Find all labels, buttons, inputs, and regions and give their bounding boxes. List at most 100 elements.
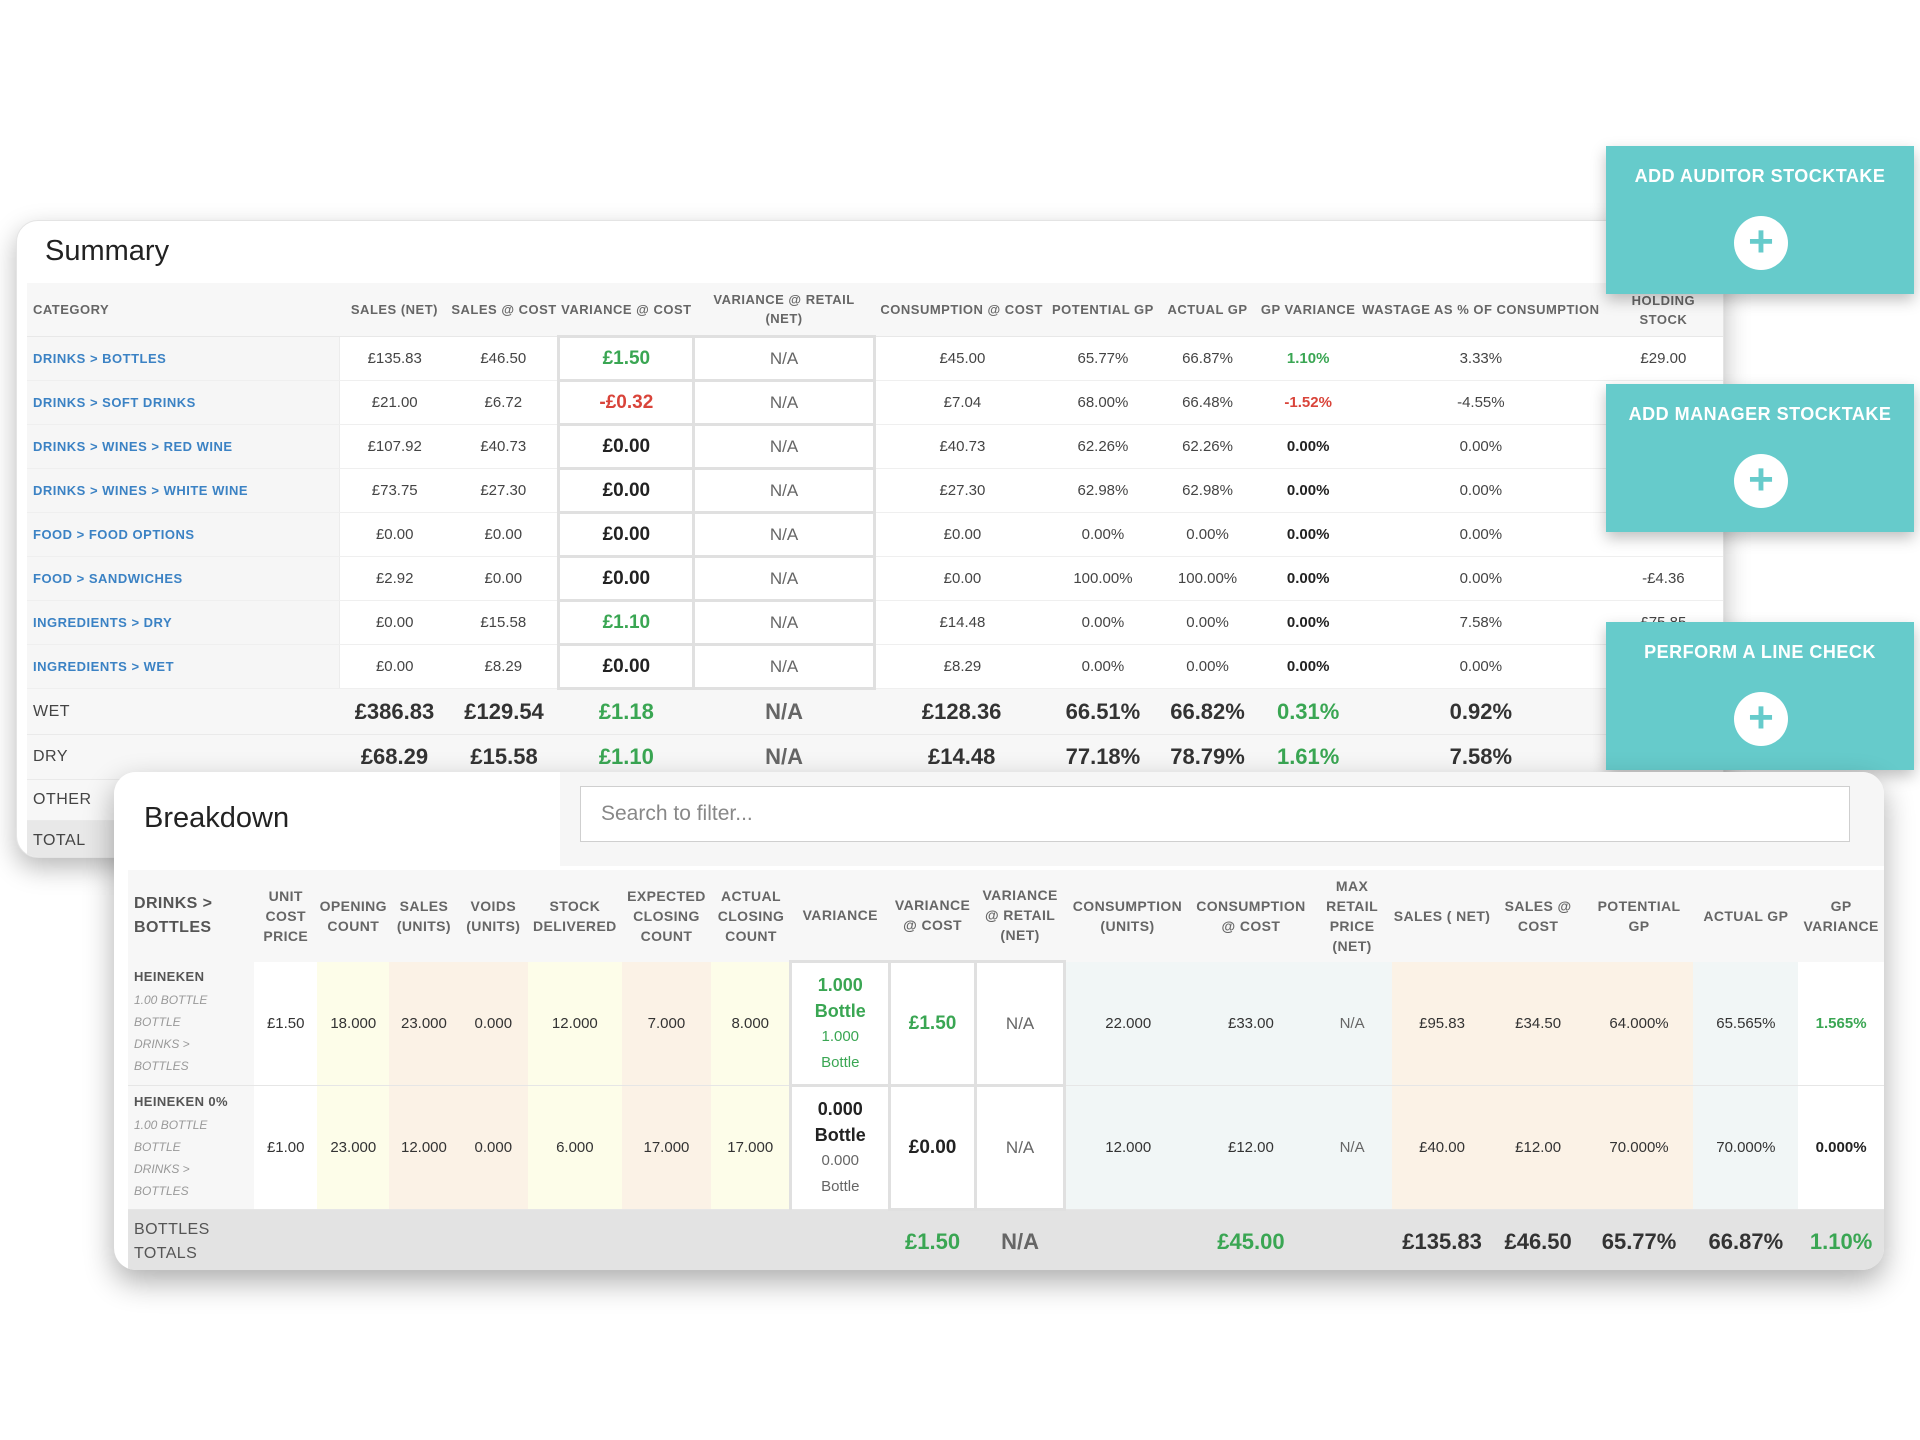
- col-header[interactable]: ACTUAL GP: [1156, 283, 1259, 337]
- variance-sub-unit: Bottle: [821, 1053, 860, 1071]
- category-link[interactable]: FOOD > FOOD OPTIONS: [27, 512, 341, 557]
- expected-closing: 17.000: [621, 1085, 712, 1210]
- actual-gp: 65.565%: [1693, 961, 1799, 1086]
- gp-variance: 0.31%: [1258, 688, 1358, 735]
- opening-count: 18.000: [317, 961, 390, 1086]
- potential-gp: 66.51%: [1049, 688, 1157, 735]
- summary-panel: Summary CATEGORY SALES (NET) SALES @ COS…: [16, 220, 1724, 858]
- wastage: 0.00%: [1357, 556, 1604, 601]
- col-header[interactable]: SALES ( NET): [1392, 870, 1492, 962]
- col-header[interactable]: SALES (NET): [339, 283, 450, 337]
- category-link[interactable]: INGREDIENTS > DRY: [27, 600, 341, 645]
- variance-unit: Bottle: [814, 1125, 866, 1145]
- col-header[interactable]: VOIDS (UNITS): [458, 870, 529, 962]
- col-header[interactable]: VARIANCE @ COST: [889, 870, 976, 962]
- col-header[interactable]: OPENING COUNT: [317, 870, 390, 962]
- product-cell: HEINEKEN 1.00 BOTTLE BOTTLE DRINKS > BOT…: [128, 961, 255, 1086]
- wastage: -4.55%: [1357, 380, 1604, 425]
- gp-variance-total: 1.10%: [1798, 1209, 1884, 1270]
- category-link[interactable]: DRINKS > SOFT DRINKS: [27, 380, 341, 425]
- wastage: 0.92%: [1357, 688, 1604, 735]
- col-header[interactable]: VARIANCE: [790, 870, 890, 962]
- variance-retail: N/A: [692, 423, 876, 470]
- category-link[interactable]: DRINKS > WINES > WHITE WINE: [27, 468, 341, 513]
- add-auditor-stocktake-card[interactable]: ADD AUDITOR STOCKTAKE +: [1606, 146, 1914, 294]
- category-link[interactable]: DRINKS > WINES > RED WINE: [27, 424, 341, 469]
- summary-row: FOOD > FOOD OPTIONS £0.00 £0.00 £0.00 N/…: [27, 511, 1723, 558]
- summary-title: Summary: [45, 235, 170, 267]
- summary-row: INGREDIENTS > WET £0.00 £8.29 £0.00 N/A …: [27, 643, 1723, 690]
- wastage: 0.00%: [1357, 512, 1604, 557]
- category-link[interactable]: INGREDIENTS > WET: [27, 644, 341, 689]
- empty-cell: [790, 1209, 890, 1270]
- col-header[interactable]: WASTAGE AS % OF CONSUMPTION: [1357, 283, 1604, 337]
- potential-gp: 62.26%: [1049, 424, 1157, 469]
- variance-cost: £1.50: [888, 960, 977, 1087]
- variance-cost: £0.00: [557, 555, 696, 602]
- variance-unit: Bottle: [814, 1000, 866, 1021]
- breakdown-table: DRINKS > BOTTLES UNIT COST PRICE OPENING…: [128, 870, 1884, 1270]
- col-header[interactable]: VARIANCE @ COST: [558, 283, 694, 337]
- perform-line-check-card[interactable]: PERFORM A LINE CHECK +: [1606, 622, 1914, 770]
- col-header[interactable]: GP VARIANCE: [1258, 283, 1358, 337]
- product-meta: BOTTLES: [134, 1183, 189, 1198]
- variance-cost: £0.00: [888, 1084, 977, 1211]
- unit-cost: £1.50: [254, 961, 318, 1086]
- potential-gp: 70.000%: [1584, 1085, 1694, 1210]
- col-header[interactable]: SALES @ COST: [1491, 870, 1585, 962]
- plus-icon[interactable]: +: [1734, 216, 1788, 270]
- gp-variance: 0.00%: [1258, 424, 1358, 469]
- col-header[interactable]: CATEGORY: [27, 283, 340, 337]
- col-header[interactable]: MAX RETAIL PRICE (NET): [1311, 870, 1393, 962]
- variance-retail: N/A: [973, 1084, 1067, 1211]
- col-header[interactable]: CONSUMPTION @ COST: [874, 283, 1050, 337]
- variance-cost: £1.10: [557, 599, 696, 646]
- breakdown-header: Breakdown: [114, 772, 554, 866]
- col-header[interactable]: SALES @ COST: [449, 283, 559, 337]
- col-header[interactable]: VARIANCE @ RETAIL (NET): [975, 870, 1065, 962]
- col-header[interactable]: GP VARIANCE: [1798, 870, 1884, 962]
- col-header[interactable]: SALES (UNITS): [389, 870, 459, 962]
- col-header[interactable]: POTENTIAL GP: [1584, 870, 1694, 962]
- category-link[interactable]: FOOD > SANDWICHES: [27, 556, 341, 601]
- search-input[interactable]: [580, 786, 1850, 842]
- card-label: ADD AUDITOR STOCKTAKE: [1634, 166, 1886, 186]
- col-header[interactable]: CONSUMPTION @ COST: [1190, 870, 1312, 962]
- col-header[interactable]: CONSUMPTION (UNITS): [1064, 870, 1191, 962]
- consumption-cost: £12.00: [1190, 1085, 1312, 1210]
- col-header[interactable]: STOCK DELIVERED: [528, 870, 622, 962]
- col-header[interactable]: POTENTIAL GP: [1049, 283, 1157, 337]
- col-header[interactable]: ACTUAL GP: [1693, 870, 1799, 962]
- sales-cost: £0.00: [449, 512, 559, 557]
- consumption-cost: £8.29: [874, 644, 1050, 689]
- gp-variance: -1.52%: [1258, 380, 1358, 425]
- stock-delivered: 12.000: [528, 961, 622, 1086]
- wastage: 0.00%: [1357, 468, 1604, 513]
- plus-icon[interactable]: +: [1734, 454, 1788, 508]
- product-meta: BOTTLES: [134, 1059, 189, 1074]
- col-header[interactable]: VARIANCE @ RETAIL (NET): [693, 283, 875, 337]
- sales-units: 12.000: [389, 1085, 459, 1210]
- variance-cost-total: £1.50: [889, 1209, 976, 1270]
- actual-gp: 0.00%: [1156, 600, 1259, 645]
- col-header[interactable]: ACTUAL CLOSING COUNT: [711, 870, 791, 962]
- variance-retail: N/A: [692, 379, 876, 426]
- col-header[interactable]: UNIT COST PRICE: [254, 870, 318, 962]
- consumption-cost: £27.30: [874, 468, 1050, 513]
- max-retail-price: N/A: [1311, 961, 1393, 1086]
- sales-net: £0.00: [339, 512, 450, 557]
- col-header[interactable]: EXPECTED CLOSING COUNT: [621, 870, 712, 962]
- stock-delivered: 6.000: [528, 1085, 622, 1210]
- actual-gp: 70.000%: [1693, 1085, 1799, 1210]
- plus-icon[interactable]: +: [1734, 692, 1788, 746]
- group-header: DRINKS > BOTTLES: [128, 870, 255, 962]
- holding-stock: £29.00: [1603, 336, 1723, 381]
- variance-retail-total: N/A: [975, 1209, 1065, 1270]
- add-manager-stocktake-card[interactable]: ADD MANAGER STOCKTAKE +: [1606, 384, 1914, 532]
- sales-net: £107.92: [339, 424, 450, 469]
- category-link[interactable]: DRINKS > BOTTLES: [27, 336, 341, 381]
- max-retail-price: N/A: [1311, 1085, 1393, 1210]
- actual-gp: 66.87%: [1156, 336, 1259, 381]
- product-meta: 1.00 BOTTLE: [134, 993, 208, 1008]
- breakdown-title: Breakdown: [144, 802, 290, 834]
